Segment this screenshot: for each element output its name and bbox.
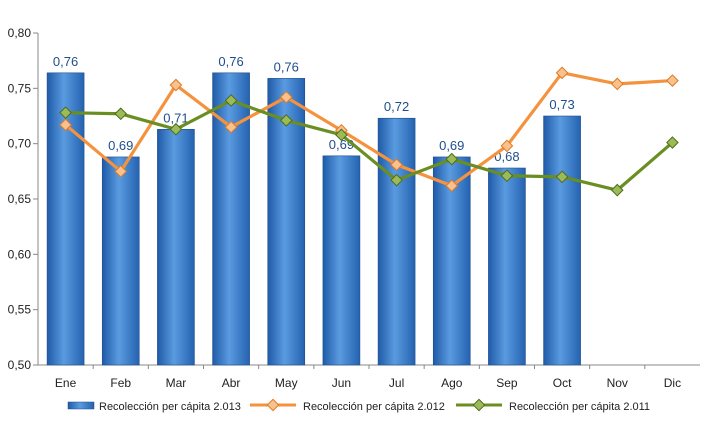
bar-data-label: 0,68 xyxy=(494,149,519,164)
bar-data-label: 0,76 xyxy=(274,59,299,74)
x-tick-label: Jul xyxy=(389,376,404,390)
legend-swatch-2013 xyxy=(67,401,95,410)
x-tick-label: Ago xyxy=(441,376,463,390)
line-2011-marker xyxy=(224,94,238,107)
bar-series xyxy=(46,72,581,366)
x-tick-label: Jun xyxy=(332,376,351,390)
line-2011-marker xyxy=(279,114,293,127)
line-2012-marker xyxy=(279,90,293,104)
legend-swatch-2011-marker xyxy=(472,398,486,412)
line-2012-marker xyxy=(610,77,624,91)
bar-data-label: 0,73 xyxy=(549,97,574,112)
line-2012-marker xyxy=(666,74,679,87)
x-tick-label: Oct xyxy=(553,376,572,390)
y-tick-label: 0,65 xyxy=(8,192,32,206)
x-tick-label: Feb xyxy=(110,376,131,390)
x-tick-label: Abr xyxy=(222,376,241,390)
line-2011-marker xyxy=(390,173,403,187)
bar-data-labels: 0,760,690,710,76 0,760,690,720,690,680,73 xyxy=(53,54,575,164)
x-axis-ticks: Ene Feb Mar Abr May Jun Jul Ago Sep Oct Nov Dic xyxy=(55,365,681,390)
bar-data-label: 0,69 xyxy=(108,138,133,153)
line-2012-marker xyxy=(390,158,403,172)
y-tick-label: 0,80 xyxy=(8,26,32,40)
y-tick-label: 0,70 xyxy=(8,137,32,151)
x-tick-label: Nov xyxy=(607,376,628,390)
bar xyxy=(101,156,140,366)
x-tick-label: Dic xyxy=(664,376,681,390)
x-tick-label: Ene xyxy=(55,376,77,390)
bar-data-label: 0,72 xyxy=(384,99,409,114)
line-2012-marker xyxy=(114,164,128,178)
line-2012-marker xyxy=(224,120,238,134)
line-2011-marker xyxy=(59,106,72,120)
legend-swatch-2012-marker xyxy=(266,398,280,412)
line-2012-marker xyxy=(555,66,569,80)
line-2012-marker xyxy=(59,118,72,132)
line-2011-marker xyxy=(114,107,128,121)
line-2011-marker xyxy=(666,136,679,149)
line-2011-marker xyxy=(500,169,514,183)
line-2012-marker xyxy=(500,139,514,153)
y-tick-label: 0,60 xyxy=(8,247,32,261)
bar-data-label: 0,71 xyxy=(163,110,188,125)
line-2011-marker xyxy=(169,122,183,136)
legend-label-2011: Recolección per cápita 2.011 xyxy=(509,401,650,413)
bar xyxy=(322,155,361,366)
bar-data-label: 0,76 xyxy=(53,54,78,69)
x-tick-label: Mar xyxy=(166,376,187,390)
y-axis-ticks: 0,50 0,55 0,60 0,65 0,70 0,75 0,80 xyxy=(8,26,38,372)
x-tick-label: May xyxy=(275,376,298,390)
x-tick-label: Sep xyxy=(496,376,518,390)
line-2011-marker xyxy=(610,183,624,197)
legend: Recolección per cápita 2.013 Recolección… xyxy=(67,398,650,413)
line-2011-marker xyxy=(335,128,348,142)
legend-label-2013: Recolección per cápita 2.013 xyxy=(99,401,241,413)
bar-data-label: 0,69 xyxy=(439,138,464,153)
line-2012 xyxy=(64,71,673,188)
bar-data-label: 0,76 xyxy=(218,54,243,69)
y-tick-label: 0,50 xyxy=(8,358,32,372)
line-2011-marker xyxy=(555,170,569,184)
line-2012-marker xyxy=(169,78,183,92)
bar xyxy=(543,115,581,366)
y-tick-label: 0,55 xyxy=(8,303,32,317)
y-tick-label: 0,75 xyxy=(8,81,32,95)
bar xyxy=(488,167,526,366)
line-series xyxy=(59,66,679,197)
line-2012-marker xyxy=(445,179,459,193)
legend-label-2012: Recolección per cápita 2.012 xyxy=(303,401,445,413)
bar xyxy=(157,128,195,366)
line-2011-marker xyxy=(445,152,459,166)
line-2011 xyxy=(65,98,674,192)
